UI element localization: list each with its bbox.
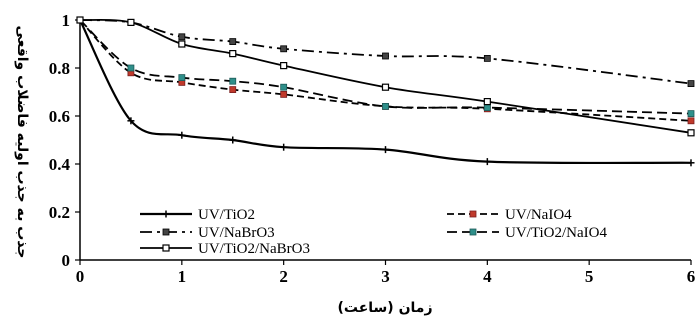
axes: 0 1 2 3 4 5 6 0 0.2 0.4 0.6 0.8 1 (49, 11, 695, 286)
data-point (382, 52, 389, 60)
series-line (79, 19, 692, 165)
x-tick-label: 4 (483, 267, 492, 286)
legend-entry: UV/TiO2/NaBrO3 (140, 241, 310, 257)
data-point (280, 91, 288, 98)
data-point (687, 80, 695, 87)
series-layer (76, 16, 695, 167)
legend-entry: UV/TiO2 (140, 207, 255, 223)
y-tick-label: 0.6 (49, 107, 70, 126)
data-point (687, 117, 695, 125)
data-point (229, 86, 237, 93)
data-point (483, 97, 491, 106)
x-tick-label: 6 (687, 267, 695, 286)
y-axis-title: جذب به جذب اولیه فاضلاب واقعی (14, 26, 30, 259)
data-point (382, 103, 389, 110)
data-point (76, 16, 84, 24)
data-point (162, 228, 170, 236)
data-point (381, 83, 390, 91)
legend-entry: UV/TiO2/NaIO4 (447, 225, 607, 241)
legend-label: UV/NaIO4 (505, 207, 572, 223)
data-point (127, 64, 135, 72)
x-tick-label: 5 (585, 267, 594, 286)
y-tick-label: 1 (62, 11, 71, 30)
legend-label: UV/TiO2/NaBrO3 (198, 241, 310, 257)
series-line (79, 19, 692, 115)
data-point (687, 129, 695, 137)
data-point (280, 61, 288, 70)
legend-label: UV/NaBrO3 (198, 225, 275, 241)
data-point (162, 244, 170, 252)
x-tick-label: 3 (381, 267, 390, 286)
data-point (483, 55, 491, 62)
data-point (229, 77, 237, 85)
data-point (483, 104, 491, 111)
x-axis-title: زمان (ساعت) (337, 300, 432, 316)
data-point (127, 18, 135, 26)
data-point (178, 74, 186, 81)
data-point (229, 38, 237, 45)
y-tick-label: 0.4 (49, 155, 71, 174)
series-line (79, 19, 692, 122)
legend-entry: UV/NaIO4 (447, 207, 572, 223)
data-point (280, 83, 288, 91)
series-uv-tio2 (76, 16, 695, 167)
series-line (79, 18, 692, 134)
data-point (178, 33, 186, 41)
legend-label: UV/TiO2/NaIO4 (505, 225, 607, 241)
legend-entry: UV/NaBrO3 (140, 225, 275, 241)
series-uv-tio2-nabro3 (76, 16, 695, 137)
legend: UV/TiO2 UV/NaIO4 UV/NaBrO3 UV/TiO2/NaIO4 UV/… (140, 207, 607, 257)
y-tick-label: 0 (62, 251, 71, 270)
series-uv-tio2-naio4 (76, 16, 695, 117)
data-point (229, 49, 237, 58)
data-point (469, 210, 477, 218)
data-point (687, 110, 695, 117)
data-point (178, 40, 186, 48)
data-point (469, 228, 477, 236)
y-tick-label: 0.8 (49, 59, 70, 78)
x-tick-label: 2 (279, 267, 288, 286)
legend-label: UV/TiO2 (198, 207, 255, 223)
data-point (280, 45, 288, 53)
x-tick-label: 1 (178, 267, 187, 286)
x-tick-label: 0 (76, 267, 85, 286)
y-tick-label: 0.2 (49, 203, 70, 222)
series-line (79, 19, 692, 85)
